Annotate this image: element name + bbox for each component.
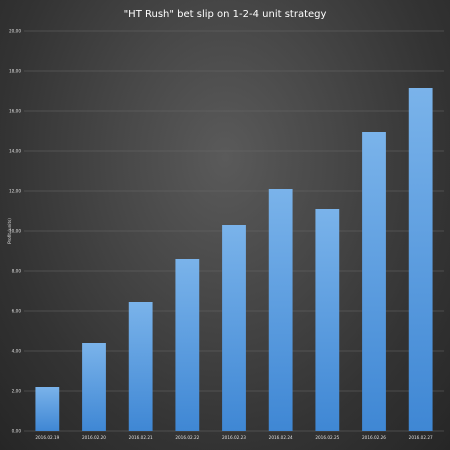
- x-axis-ticks: 2016.02.19 2016.02.20 2016.02.21 2016.02.22…: [35, 435, 433, 440]
- x-tick-label: 2016.02.24: [269, 435, 293, 440]
- y-tick-label: 18,00: [9, 69, 21, 74]
- y-axis-ticks: 0,00 2,00 4,00 6,00 8,00 10,00 12,00 14,00 16,00…: [9, 29, 21, 434]
- x-tick-label: 2016.02.25: [315, 435, 339, 440]
- y-tick-label: 8,00: [12, 269, 22, 274]
- bar: [222, 225, 246, 431]
- y-tick-label: 6,00: [12, 309, 22, 314]
- chart-title: "HT Rush" bet slip on 1-2-4 unit strateg…: [124, 9, 327, 20]
- x-tick-label: 2016.02.26: [362, 435, 386, 440]
- y-tick-label: 0,00: [12, 429, 22, 434]
- bars: [35, 88, 433, 431]
- bar: [82, 343, 106, 431]
- bar: [268, 189, 293, 431]
- x-tick-label: 2016.02.19: [35, 435, 59, 440]
- y-tick-label: 2,00: [12, 389, 22, 394]
- bar: [362, 132, 386, 431]
- y-tick-label: 14,00: [9, 149, 21, 154]
- y-tick-label: 20,00: [9, 29, 21, 34]
- x-tick-label: 2016.02.22: [175, 435, 199, 440]
- x-tick-label: 2016.02.21: [129, 435, 153, 440]
- x-tick-label: 2016.02.27: [409, 435, 433, 440]
- bar: [35, 387, 60, 431]
- bar: [175, 259, 200, 431]
- y-tick-label: 12,00: [9, 189, 21, 194]
- bar: [128, 302, 153, 431]
- bar: [408, 88, 433, 431]
- y-axis-label: Profit (units): [7, 218, 12, 244]
- y-tick-label: 4,00: [12, 349, 22, 354]
- x-tick-label: 2016.02.23: [222, 435, 246, 440]
- y-tick-label: 10,00: [9, 229, 21, 234]
- bar: [315, 209, 340, 431]
- y-tick-label: 16,00: [9, 109, 21, 114]
- x-tick-label: 2016.02.20: [82, 435, 106, 440]
